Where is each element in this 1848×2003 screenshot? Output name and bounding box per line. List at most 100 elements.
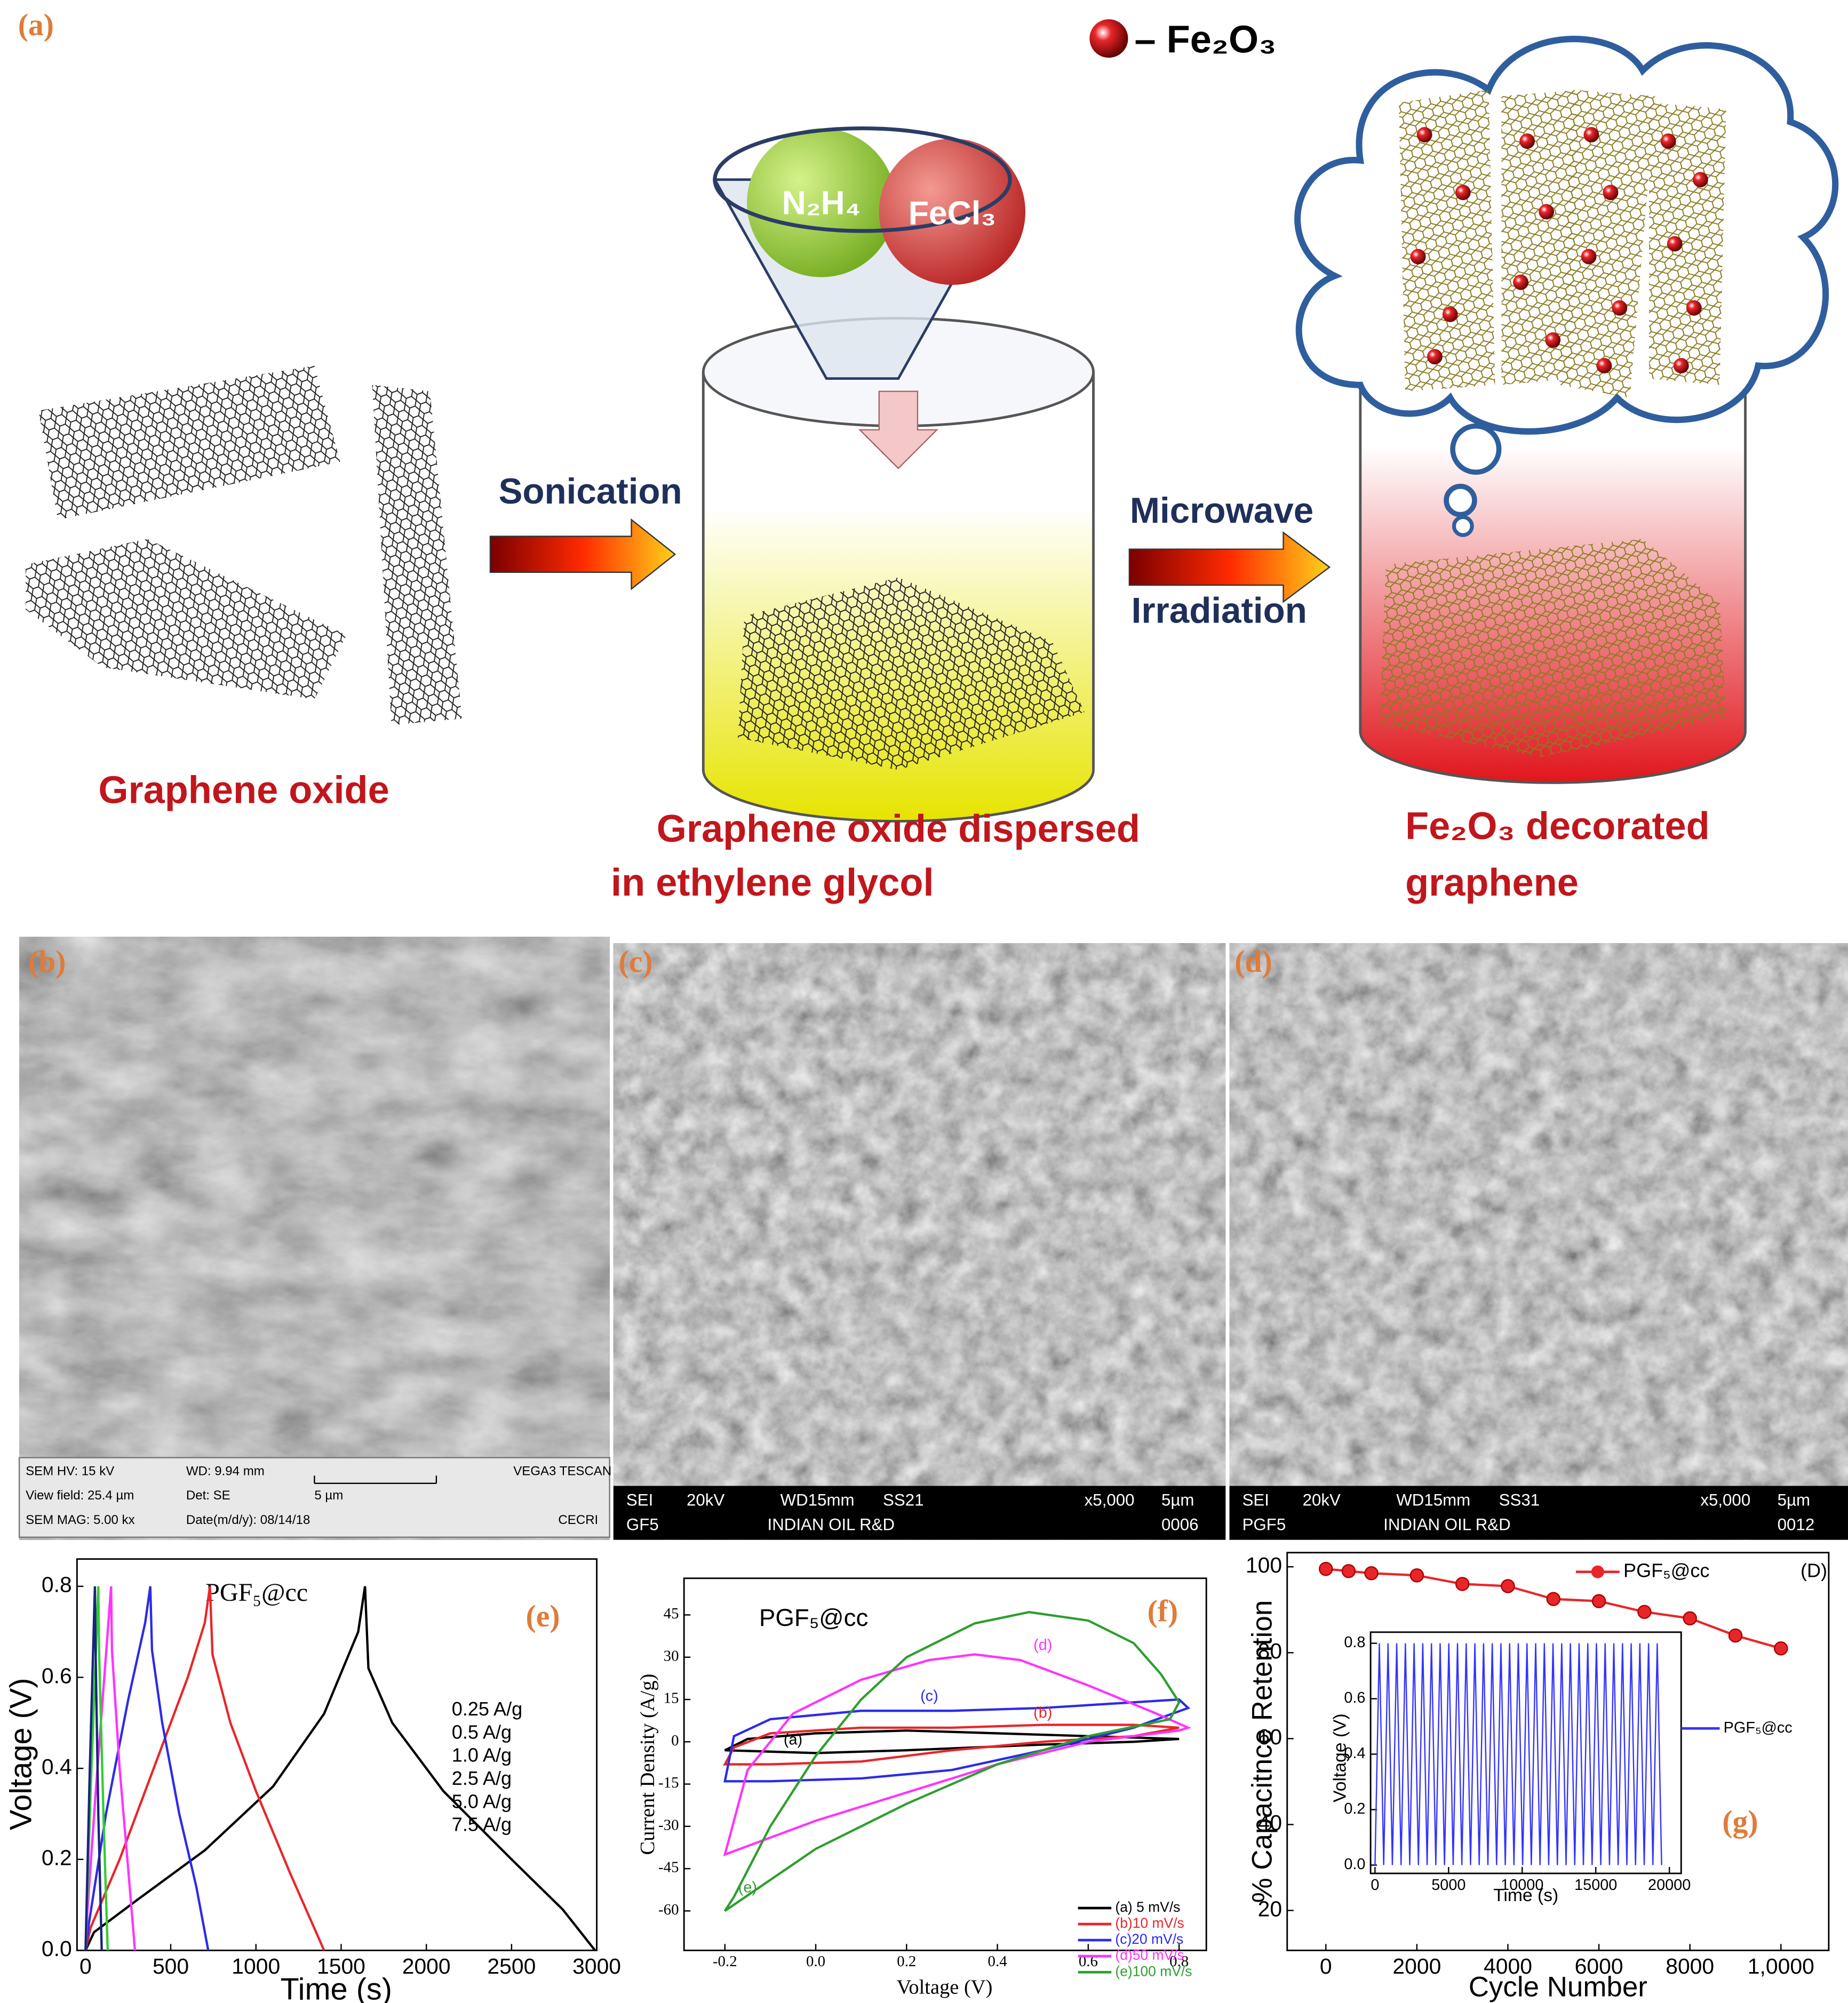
y-tick-label: 0.2 — [1344, 1800, 1365, 1817]
data-point — [1319, 1562, 1333, 1576]
sem-info: 20kV — [1303, 1491, 1341, 1510]
step-label: Sonication — [498, 472, 682, 512]
fe2o3-icon — [1089, 19, 1128, 58]
caption: Fe₂O₃ decorated — [1405, 805, 1710, 848]
legend-label: 7.5 A/g — [452, 1814, 512, 1836]
sem-info: PGF5 — [1242, 1515, 1286, 1534]
x-tick-label: 3000 — [572, 1954, 621, 1978]
y-tick-label: 0.6 — [42, 1663, 72, 1688]
legend-label: 5.0 A/g — [452, 1790, 512, 1812]
go-sheet — [26, 539, 347, 700]
series-line — [723, 1698, 1191, 1783]
y-tick-label: 100 — [1246, 1553, 1282, 1577]
cloud-bubble — [1452, 515, 1474, 537]
sem-info: SEM MAG: 5.00 kx — [26, 1513, 134, 1527]
series-line — [84, 1586, 109, 1951]
sem-info: GF5 — [626, 1515, 659, 1534]
fe-sheet — [1399, 90, 1495, 392]
chart: 0 5000 10000 15000 20000 0.0 0.2 0.4 0.6 0.8 Time … — [1331, 1631, 1793, 1905]
panel-a: (a) – Fe₂O₃ Sonication N₂H₄ FeCl₃ Microw… — [18, 9, 1839, 904]
data-point — [1683, 1611, 1697, 1626]
y-tick-label: 30 — [664, 1647, 679, 1664]
sem-info: SEI — [626, 1491, 653, 1510]
x-tick-label: 10000 — [1501, 1877, 1543, 1894]
legend-label: 0.5 A/g — [452, 1721, 512, 1743]
data-point — [1728, 1628, 1743, 1643]
x-tick-label: 2000 — [1392, 1954, 1441, 1978]
reagent-label: N₂H₄ — [782, 184, 861, 221]
panel-label: (e) — [526, 1600, 560, 1633]
fe-sheet — [1501, 90, 1579, 385]
y-axis-label: Voltage (V) — [4, 1678, 38, 1831]
curve-label: (e) — [738, 1879, 757, 1896]
sem-image — [1229, 943, 1848, 1540]
sem-info: x5,000 — [1085, 1491, 1135, 1510]
chart-title: PGF₅@cc — [759, 1604, 868, 1631]
reagent — [879, 138, 1026, 285]
x-tick-label: 0 — [79, 1954, 92, 1978]
y-tick-label: 0 — [671, 1732, 679, 1749]
series-line — [724, 1729, 1180, 1754]
y-tick-label: 0.4 — [1344, 1745, 1365, 1762]
y-tick-label: 0.6 — [1344, 1689, 1365, 1706]
panel-label: (g) — [1722, 1805, 1758, 1839]
x-tick-label: 0.2 — [897, 1953, 916, 1970]
sem-info: x5,000 — [1700, 1491, 1750, 1510]
chart-title: PGF₅@cc — [205, 1578, 308, 1607]
x-tick-label: 15000 — [1574, 1877, 1617, 1894]
sem-info: 5 µm — [314, 1488, 343, 1503]
info-bar — [1229, 1486, 1848, 1540]
panel-label: (f) — [1148, 1594, 1178, 1628]
sem-info: 0012 — [1778, 1515, 1815, 1534]
series-line — [723, 1610, 1181, 1912]
legend-label: (d)50 mV/s — [1115, 1947, 1184, 1963]
x-tick-label: 0.0 — [806, 1953, 825, 1970]
sem-info: SEM HV: 15 kV — [26, 1464, 114, 1478]
curve-label: (b) — [1033, 1704, 1052, 1721]
sem-info: SS21 — [883, 1491, 924, 1510]
legend-label: (a) 5 mV/s — [1115, 1899, 1180, 1915]
sem-row — [18, 937, 1848, 1540]
step-label: Microwave — [1130, 491, 1313, 531]
fe-sheet — [1559, 90, 1656, 398]
sem-info: View field: 25.4 µm — [26, 1488, 134, 1503]
x-axis-label: Time (s) — [1493, 1886, 1558, 1905]
panel-label: (b) — [28, 945, 66, 979]
y-tick-label: 0.8 — [1344, 1634, 1365, 1651]
legend-label: (D) — [1801, 1559, 1827, 1581]
x-tick-label: 4000 — [1484, 1954, 1532, 1978]
data-point — [1501, 1579, 1515, 1593]
y-axis-label: % Capacitnce Retention — [1246, 1600, 1278, 1903]
legend-label: 0.25 A/g — [452, 1698, 522, 1720]
x-tick-label: 0.4 — [988, 1953, 1007, 1970]
fe2o3-particles — [1410, 127, 1708, 374]
y-tick-label: 20 — [1258, 1896, 1282, 1921]
y-tick-label: 80 — [1258, 1639, 1282, 1663]
sem-info: SEI — [1242, 1491, 1269, 1510]
y-tick-label: -15 — [658, 1774, 679, 1791]
step-label: Irradiation — [1132, 591, 1307, 631]
go-sheet — [38, 365, 340, 520]
sem-labels: (b) SEM HV: 15 kV WD: 9.94 mm VEGA3 TESCAN V… — [26, 945, 1814, 1534]
go-sheet — [738, 577, 1085, 770]
x-tick-label: 0 — [1371, 1877, 1379, 1894]
arrow — [1128, 531, 1331, 603]
go-sheet — [372, 385, 463, 725]
info-bar — [613, 1486, 1226, 1540]
curve-label: (c) — [920, 1687, 938, 1704]
legend-label: (b)10 mV/s — [1115, 1915, 1184, 1931]
data-point — [1546, 1592, 1561, 1606]
series-line — [723, 1653, 1192, 1857]
data-point — [1637, 1605, 1652, 1619]
y-tick-label: 60 — [1258, 1725, 1282, 1749]
x-tick-label: 0.8 — [1169, 1953, 1189, 1970]
series-line — [84, 1586, 137, 1951]
legend-label: 2.5 A/g — [452, 1767, 512, 1789]
y-tick-label: 45 — [664, 1605, 679, 1622]
x-tick-label: 2000 — [402, 1954, 451, 1978]
caption: graphene — [1405, 861, 1579, 904]
scale-bar — [314, 1475, 437, 1484]
y-tick-label: 0.8 — [42, 1573, 72, 1597]
series-line — [723, 1723, 1180, 1766]
